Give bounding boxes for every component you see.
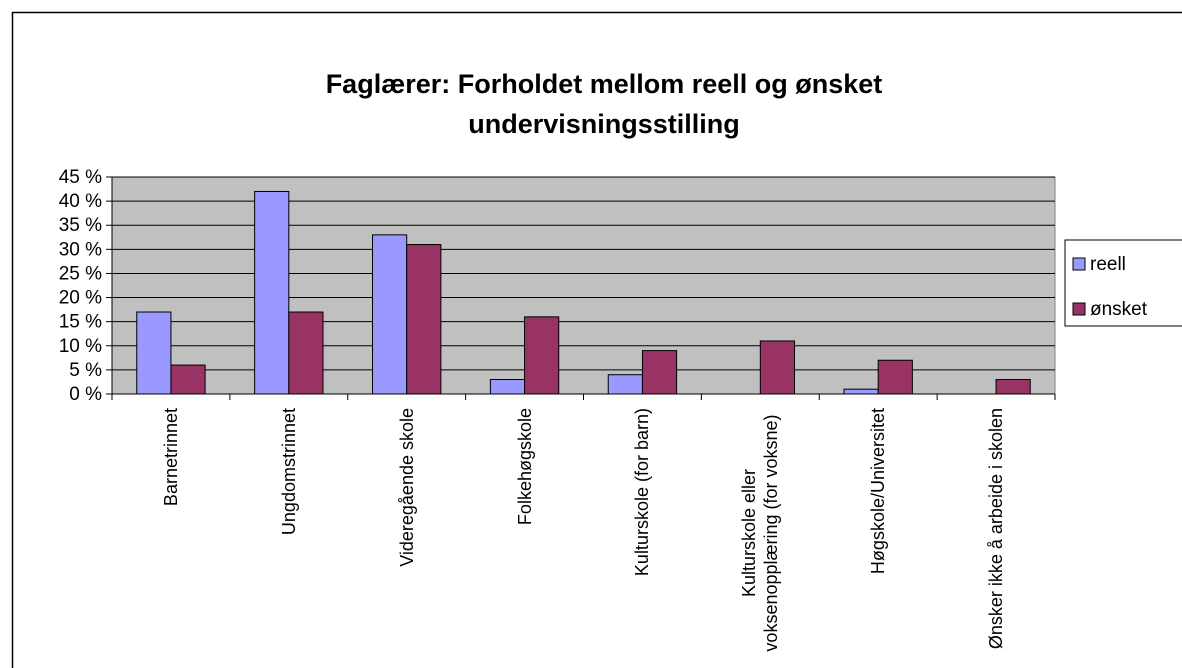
x-tick-label: Barnetrinnet [160, 408, 181, 507]
x-tick-label: Kulturskole (for barn) [632, 408, 653, 577]
y-tick-label: 40 % [59, 191, 102, 212]
x-tick-label: Videregående skole [396, 408, 417, 567]
bar [877, 359, 913, 395]
bar [406, 244, 442, 395]
bar [288, 311, 324, 395]
bar [607, 374, 643, 395]
legend-label: reell [1090, 254, 1126, 275]
bar [995, 379, 1031, 395]
bar [372, 234, 408, 395]
y-tick-label: 20 % [59, 288, 102, 309]
x-tick-label: Ønsker ikke å arbeide i skolen [986, 408, 1007, 650]
legend-label: ønsket [1090, 299, 1148, 320]
chart-title: Faglærer: Forholdet mellom reell og ønsk… [325, 69, 883, 139]
y-tick-label: 25 % [59, 263, 102, 284]
y-tick-label: 45 % [59, 167, 102, 188]
bar [843, 388, 879, 395]
legend-swatch [1072, 302, 1086, 316]
y-tick-label: 15 % [59, 312, 102, 333]
bar [136, 311, 172, 395]
bar [489, 379, 526, 395]
bar [759, 340, 795, 395]
legend-swatch [1072, 257, 1086, 271]
plot-area [111, 176, 1056, 395]
bar [170, 364, 206, 395]
y-tick-label: 10 % [59, 336, 102, 357]
bar [254, 190, 290, 395]
x-tick-label: Høgskole/Universitet [868, 408, 889, 575]
y-tick-label: 30 % [59, 239, 102, 260]
x-tick-label: Folkehøgskole [514, 408, 535, 526]
y-tick-label: 0 % [69, 384, 102, 405]
x-tick-label: Ungdomstrinnet [278, 408, 299, 536]
x-tick-label: Kulturskole eller voksenopplæring (for v… [739, 414, 782, 652]
y-tick-label: 5 % [69, 360, 102, 381]
bar [524, 316, 560, 395]
bar [641, 350, 678, 395]
y-tick-label: 35 % [59, 215, 102, 236]
